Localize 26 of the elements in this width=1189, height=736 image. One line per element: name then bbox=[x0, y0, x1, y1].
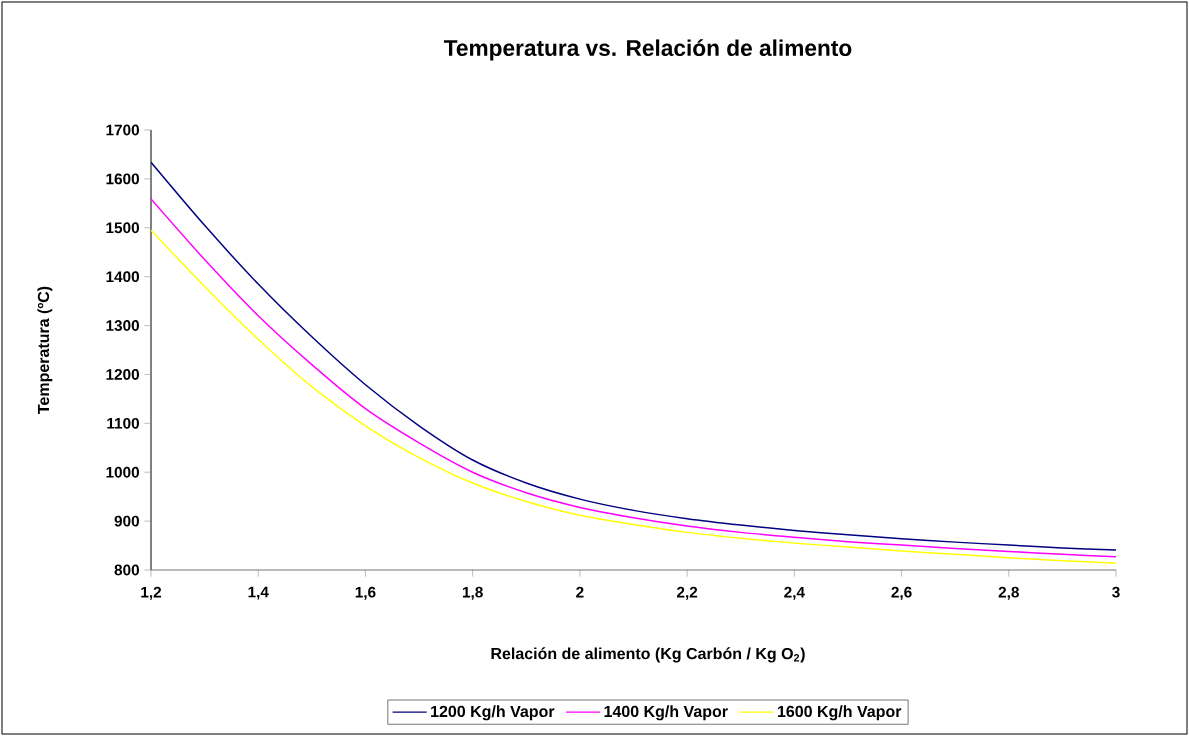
y-tick-label: 1600 bbox=[106, 173, 139, 185]
x-axis-title: Relación de alimento (Kg Carbón / Kg O$_{2}$) bbox=[491, 647, 805, 663]
x-tick-label: 2 bbox=[576, 586, 584, 598]
x-tick-label: 2,6 bbox=[891, 586, 912, 600]
x-tick-label: 2,4 bbox=[784, 586, 805, 600]
y-tick-label: 1300 bbox=[106, 320, 139, 331]
legend-label: 1400 Kg/h Vapor bbox=[604, 705, 728, 721]
y-tick-label: 800 bbox=[114, 564, 139, 576]
x-tick-label: 2,8 bbox=[998, 586, 1019, 600]
legend-label: 1200 Kg/h Vapor bbox=[431, 705, 555, 721]
y-tick-label: 1500 bbox=[106, 222, 139, 234]
x-tick-label: 2,2 bbox=[676, 586, 698, 600]
y-tick-label: 1700 bbox=[106, 124, 139, 136]
x-tick-label: 1,8 bbox=[462, 586, 483, 600]
x-tick-label: 1,2 bbox=[141, 586, 162, 600]
x-tick-label: 1,6 bbox=[355, 586, 376, 600]
y-tick-label: 1000 bbox=[106, 466, 139, 478]
y-tick-label: 900 bbox=[114, 515, 139, 527]
x-tick-label: 3 bbox=[1112, 586, 1120, 598]
legend-label: 1600 Kg/h Vapor bbox=[777, 705, 902, 721]
y-tick-label: 1100 bbox=[107, 417, 139, 429]
chart-title: Temperatura vs. Relación de alimento bbox=[443, 39, 852, 61]
x-tick-label: 1,4 bbox=[248, 586, 269, 600]
y-axis-title: Temperatura (ºC) bbox=[37, 286, 53, 414]
y-tick-label: 1400 bbox=[106, 271, 139, 283]
y-tick-label: 1200 bbox=[106, 369, 139, 380]
